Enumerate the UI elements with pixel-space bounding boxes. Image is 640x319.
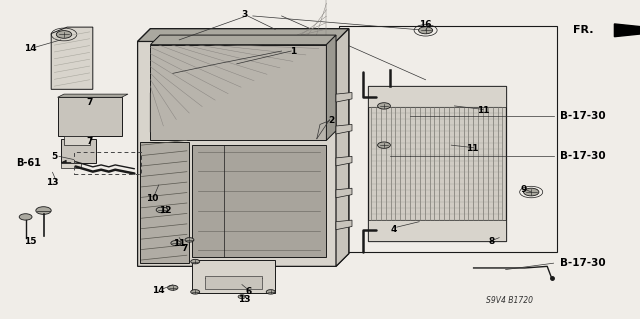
Text: 5: 5 [51, 152, 58, 161]
Polygon shape [336, 93, 352, 102]
Circle shape [19, 214, 32, 220]
Polygon shape [58, 94, 128, 97]
Text: 13: 13 [238, 295, 251, 304]
Text: S9V4 B1720: S9V4 B1720 [486, 296, 533, 305]
Text: 15: 15 [24, 237, 37, 246]
Circle shape [156, 207, 168, 213]
Circle shape [36, 207, 51, 214]
Polygon shape [138, 29, 349, 266]
Text: 10: 10 [146, 194, 159, 203]
Text: 12: 12 [159, 206, 172, 215]
Polygon shape [326, 35, 336, 140]
Circle shape [266, 290, 275, 294]
Text: 11: 11 [466, 144, 479, 153]
Bar [368, 86, 506, 107]
Polygon shape [336, 220, 352, 230]
Text: 14: 14 [152, 286, 165, 295]
Text: B-17-30: B-17-30 [560, 151, 605, 161]
Bar [368, 220, 506, 241]
Polygon shape [138, 29, 349, 41]
Text: 8: 8 [488, 237, 495, 246]
Circle shape [191, 259, 200, 264]
Text: B-61: B-61 [16, 158, 41, 168]
Text: 11: 11 [173, 239, 186, 248]
Bar [150, 45, 326, 140]
Polygon shape [336, 29, 349, 266]
Circle shape [191, 290, 200, 294]
Polygon shape [64, 136, 90, 145]
Circle shape [168, 285, 178, 290]
Circle shape [378, 142, 390, 148]
Text: 9: 9 [520, 185, 527, 194]
Circle shape [378, 103, 390, 109]
Polygon shape [336, 188, 352, 198]
Text: 3: 3 [241, 10, 248, 19]
Polygon shape [336, 156, 352, 166]
Text: 7: 7 [181, 244, 188, 253]
Bar [205, 276, 262, 289]
Polygon shape [51, 27, 93, 89]
Text: 4: 4 [390, 225, 397, 234]
Circle shape [185, 238, 194, 242]
Text: 7: 7 [86, 98, 93, 107]
Circle shape [419, 27, 433, 34]
Circle shape [171, 241, 181, 246]
Bar [61, 139, 96, 163]
Bar [368, 86, 506, 241]
Circle shape [524, 188, 539, 196]
Bar [339, 26, 557, 252]
Bar [74, 152, 141, 174]
Bar [140, 142, 189, 263]
Circle shape [238, 295, 246, 299]
Polygon shape [58, 97, 122, 136]
Bar [192, 260, 275, 293]
Polygon shape [336, 124, 352, 134]
Text: 2: 2 [328, 116, 335, 125]
Text: 7: 7 [86, 137, 93, 146]
Text: FR.: FR. [573, 25, 593, 35]
Text: 6: 6 [245, 287, 252, 296]
Polygon shape [614, 24, 640, 37]
Bar [61, 163, 81, 168]
Text: 13: 13 [46, 178, 59, 187]
Bar [192, 145, 326, 257]
Text: B-17-30: B-17-30 [560, 258, 605, 268]
Circle shape [56, 31, 72, 38]
Text: 16: 16 [419, 20, 432, 29]
Text: 14: 14 [24, 44, 37, 53]
Text: B-17-30: B-17-30 [560, 111, 605, 122]
Polygon shape [150, 35, 336, 45]
Text: 11: 11 [477, 106, 490, 115]
Text: 1: 1 [290, 47, 296, 56]
